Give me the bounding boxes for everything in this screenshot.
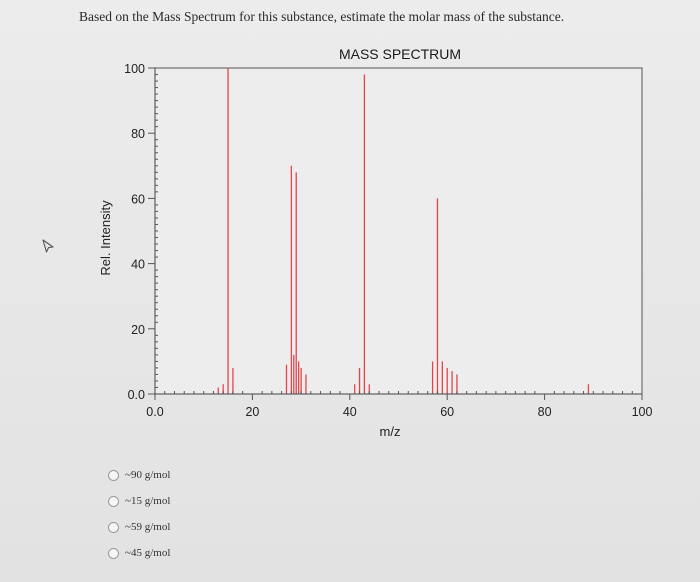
- x-tick-label: 0.0: [146, 405, 163, 419]
- answer-options: ~90 g/mol ~15 g/mol ~59 g/mol ~45 g/mol: [108, 462, 170, 566]
- radio-button[interactable]: [108, 547, 119, 559]
- option-45-gmol[interactable]: ~45 g/mol: [108, 540, 170, 566]
- option-label: ~15 g/mol: [125, 495, 171, 507]
- question-text: Based on the Mass Spectrum for this subs…: [79, 9, 565, 24]
- x-axis-title: m/z: [380, 424, 401, 439]
- x-axis: 0.0 20 40 60 80 100: [146, 391, 652, 419]
- y-axis: 0.0 20 40 60 80 100: [124, 62, 158, 402]
- option-label: ~45 g/mol: [125, 547, 171, 559]
- plot-frame: [154, 67, 643, 395]
- radio-button[interactable]: [108, 495, 119, 507]
- option-90-gmol[interactable]: ~90 g/mol: [108, 462, 170, 488]
- option-15-gmol[interactable]: ~15 g/mol: [108, 488, 170, 514]
- x-tick-label: 80: [538, 405, 552, 419]
- option-label: ~90 g/mol: [125, 469, 171, 481]
- radio-button[interactable]: [108, 521, 119, 533]
- x-tick-label: 20: [245, 405, 259, 419]
- y-tick-label: 0.0: [128, 388, 145, 402]
- y-tick-label: 20: [131, 323, 145, 337]
- x-tick-label: 40: [343, 405, 357, 419]
- chart-title: MASS SPECTRUM: [339, 46, 461, 62]
- x-tick-label: 100: [632, 405, 653, 419]
- y-tick-label: 100: [124, 62, 145, 76]
- option-label: ~59 g/mol: [125, 521, 171, 533]
- option-59-gmol[interactable]: ~59 g/mol: [108, 514, 170, 540]
- x-tick-label: 60: [440, 405, 454, 419]
- y-tick-label: 60: [131, 192, 145, 206]
- cursor-arrow-icon: [42, 239, 54, 253]
- bars-group: [217, 68, 590, 394]
- y-tick-label: 80: [131, 127, 145, 141]
- y-tick-label: 40: [131, 258, 145, 272]
- mass-spectrum-chart: 0.0 20 40 60 80 100 0.0 20 40 60 80 100 MASS SPECT…: [98, 46, 652, 439]
- y-axis-title: Rel. Intensity: [98, 200, 113, 276]
- radio-button[interactable]: [108, 469, 119, 481]
